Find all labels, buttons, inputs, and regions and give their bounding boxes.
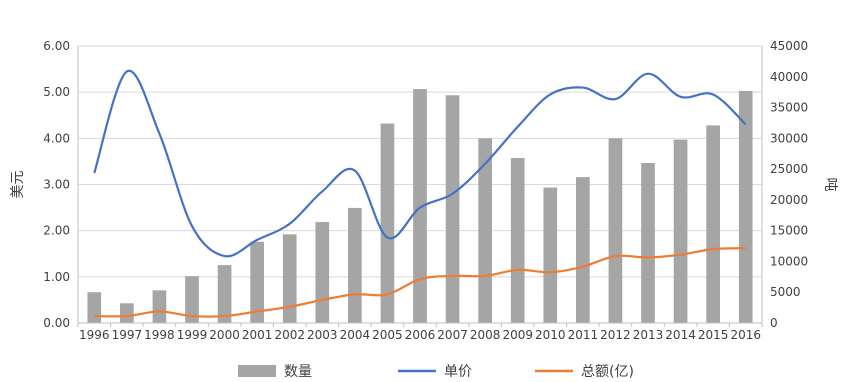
x-tick-label: 2013 <box>633 328 664 342</box>
bar <box>315 222 330 323</box>
x-tick-label: 2012 <box>600 328 631 342</box>
bar <box>738 90 753 324</box>
bar <box>706 125 720 323</box>
x-tick-label: 2016 <box>730 328 761 342</box>
legend-label: 单价 <box>444 364 472 380</box>
bar <box>250 241 264 323</box>
bar <box>641 162 655 323</box>
legend-item-quantity: 数量 <box>238 364 312 380</box>
x-tick-label: 2009 <box>502 328 533 342</box>
left-tick-label: 2.00 <box>43 224 70 238</box>
x-tick-label: 2011 <box>568 328 599 342</box>
x-tick-label: 1999 <box>177 328 208 342</box>
right-tick-label: 20000 <box>770 193 808 207</box>
right-tick-label: 0 <box>770 316 778 330</box>
right-tick-label: 30000 <box>770 131 808 145</box>
x-tick-label: 2006 <box>405 328 436 342</box>
right-tick-label: 45000 <box>770 39 808 53</box>
legend-label: 数量 <box>284 364 312 380</box>
bar <box>445 95 460 323</box>
x-tick-label: 1996 <box>79 328 110 342</box>
right-tick-label: 10000 <box>770 254 808 268</box>
x-tick-label: 2000 <box>209 328 240 342</box>
left-tick-label: 5.00 <box>43 85 70 99</box>
left-tick-label: 0.00 <box>43 316 70 330</box>
left-axis-title: 美元 <box>10 171 26 199</box>
bar <box>185 276 199 323</box>
left-tick-label: 3.00 <box>43 178 70 192</box>
bar <box>152 290 167 323</box>
bar <box>576 177 590 323</box>
right-tick-label: 40000 <box>770 70 808 84</box>
bar <box>120 303 134 323</box>
bar <box>478 138 492 323</box>
line-unit-price <box>93 69 747 258</box>
line-total-amount <box>94 247 746 318</box>
left-tick-label: 6.00 <box>43 39 70 53</box>
right-tick-label: 15000 <box>770 224 808 238</box>
x-tick-label: 2014 <box>665 328 696 342</box>
x-tick-label: 1997 <box>112 328 143 342</box>
x-tick-label: 2004 <box>340 328 371 342</box>
bar <box>673 139 688 323</box>
x-tick-label: 2010 <box>535 328 566 342</box>
axes: 0.00 1.00 2.00 3.00 4.00 5.00 6.00 0 5000 10000 15… <box>43 39 808 342</box>
bar <box>380 123 395 323</box>
right-tick-label: 35000 <box>770 101 808 115</box>
x-tick-label: 2008 <box>470 328 501 342</box>
bar <box>348 207 362 323</box>
bar <box>510 158 525 323</box>
bar <box>413 89 427 323</box>
right-tick-label: 25000 <box>770 162 808 176</box>
x-tick-label: 2003 <box>307 328 338 342</box>
x-tick-label: 2005 <box>372 328 403 342</box>
right-tick-label: 5000 <box>770 285 801 299</box>
bar <box>282 234 297 323</box>
bar <box>608 138 623 323</box>
legend-label: 总额(亿) <box>581 364 634 380</box>
x-tick-label: 2002 <box>274 328 305 342</box>
left-tick-label: 4.00 <box>43 131 70 145</box>
line-series <box>93 69 747 318</box>
right-axis-title: 吨 <box>822 178 838 192</box>
legend: 数量 单价 总额(亿) <box>238 364 634 380</box>
x-tick-label: 2015 <box>698 328 729 342</box>
left-tick-label: 1.00 <box>43 270 70 284</box>
bar <box>217 265 232 323</box>
x-tick-label: 2001 <box>242 328 273 342</box>
bar-series-quantity <box>87 89 753 324</box>
legend-swatch <box>238 365 276 377</box>
x-tick-label: 2007 <box>437 328 468 342</box>
x-tick-label: 1998 <box>144 328 175 342</box>
bar <box>543 187 558 323</box>
legend-item-total-amount: 总额(亿) <box>535 364 634 380</box>
legend-item-unit-price: 单价 <box>398 364 472 380</box>
bar <box>87 292 102 323</box>
